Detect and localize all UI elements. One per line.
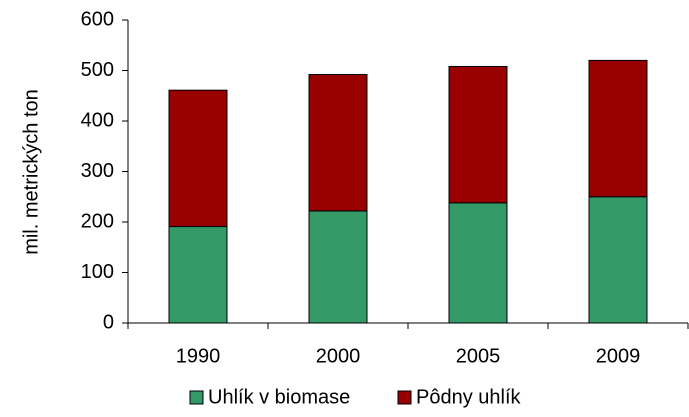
y-tick-label: 100 bbox=[81, 261, 114, 283]
y-tick-label: 300 bbox=[81, 160, 114, 182]
legend-swatch bbox=[397, 390, 412, 405]
y-tick-label: 200 bbox=[81, 210, 114, 232]
x-tick-label: 2009 bbox=[596, 345, 641, 367]
legend-label: Pôdny uhlík bbox=[416, 386, 522, 408]
bar-segment bbox=[168, 226, 228, 324]
y-tick-label: 0 bbox=[103, 311, 114, 333]
bar-segment bbox=[308, 74, 368, 212]
bar-segment bbox=[448, 202, 508, 324]
x-tick-label: 2005 bbox=[456, 345, 501, 367]
y-tick-label: 600 bbox=[81, 8, 114, 30]
legend-swatch bbox=[189, 390, 204, 405]
x-tick-label: 1990 bbox=[176, 345, 221, 367]
bar-segment bbox=[588, 196, 648, 324]
bar-segment bbox=[448, 65, 508, 204]
y-axis-label: mil. metrických ton bbox=[20, 89, 42, 255]
bar-segment bbox=[588, 59, 648, 198]
x-tick-label: 2000 bbox=[316, 345, 361, 367]
y-tick-label: 400 bbox=[81, 109, 114, 131]
bar-segment bbox=[308, 210, 368, 324]
legend-label: Uhlík v biomase bbox=[208, 386, 350, 408]
y-tick-label: 500 bbox=[81, 59, 114, 81]
bar-segment bbox=[168, 89, 228, 228]
